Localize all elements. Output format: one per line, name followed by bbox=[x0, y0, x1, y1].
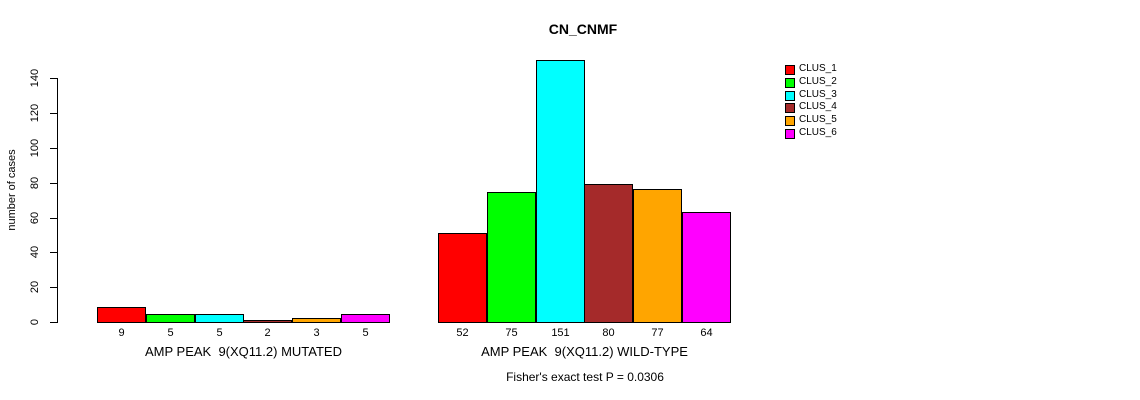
y-tick-label: 40 bbox=[29, 245, 41, 259]
bar-value-label: 64 bbox=[700, 327, 713, 339]
bar-value-label: 5 bbox=[167, 327, 174, 339]
y-tick bbox=[50, 78, 57, 79]
bar-clus_1 bbox=[97, 307, 146, 323]
y-tick bbox=[50, 183, 57, 184]
y-tick-label: 0 bbox=[29, 318, 41, 326]
bar-value-label: 5 bbox=[216, 327, 223, 339]
x-group-label-mutated: AMP PEAK 9(XQ11.2) MUTATED bbox=[145, 344, 342, 359]
bar-clus_3 bbox=[195, 314, 244, 323]
bar-value-label: 3 bbox=[313, 327, 320, 339]
bar-clus_1 bbox=[438, 233, 487, 323]
x-group-label-wildtype: AMP PEAK 9(XQ11.2) WILD-TYPE bbox=[481, 344, 688, 359]
pvalue-caption: Fisher's exact test P = 0.0306 bbox=[506, 370, 664, 384]
y-tick bbox=[50, 113, 57, 114]
y-axis-line bbox=[57, 78, 58, 323]
legend-label: CLUS_4 bbox=[799, 101, 837, 112]
bar-value-label: 77 bbox=[651, 327, 664, 339]
bar-clus_5 bbox=[633, 189, 682, 323]
bar-clus_3 bbox=[536, 60, 585, 323]
legend-swatch bbox=[785, 103, 795, 113]
bar-value-label: 151 bbox=[551, 327, 570, 339]
legend-swatch bbox=[785, 65, 795, 75]
legend-label: CLUS_3 bbox=[799, 89, 837, 100]
y-tick-label: 140 bbox=[29, 68, 41, 88]
bar-clus_6 bbox=[682, 212, 731, 323]
chart-title: CN_CNMF bbox=[548, 21, 618, 37]
bar-value-label: 9 bbox=[118, 327, 125, 339]
legend-label: CLUS_1 bbox=[799, 63, 837, 74]
bar-clus_4 bbox=[243, 320, 292, 323]
y-tick bbox=[50, 148, 57, 149]
legend-swatch bbox=[785, 91, 795, 101]
bar-value-label: 2 bbox=[264, 327, 271, 339]
bar-value-label: 52 bbox=[456, 327, 469, 339]
y-tick-label: 20 bbox=[29, 280, 41, 294]
legend-swatch bbox=[785, 78, 795, 88]
legend-label: CLUS_2 bbox=[799, 76, 837, 87]
legend-label: CLUS_6 bbox=[799, 127, 837, 138]
y-tick bbox=[50, 322, 57, 323]
bar-clus_5 bbox=[292, 318, 341, 323]
bar-clus_6 bbox=[341, 314, 390, 323]
y-tick bbox=[50, 252, 57, 253]
bar-value-label: 5 bbox=[362, 327, 369, 339]
y-tick-label: 60 bbox=[29, 211, 41, 225]
legend-swatch bbox=[785, 129, 795, 139]
bar-clus_4 bbox=[584, 184, 633, 323]
legend-label: CLUS_5 bbox=[799, 114, 837, 125]
legend-swatch bbox=[785, 116, 795, 126]
y-tick-label: 80 bbox=[29, 176, 41, 190]
y-tick-label: 120 bbox=[29, 103, 41, 123]
y-tick bbox=[50, 218, 57, 219]
y-tick bbox=[50, 287, 57, 288]
y-axis-title: number of cases bbox=[6, 149, 18, 231]
bar-value-label: 75 bbox=[505, 327, 518, 339]
bar-clus_2 bbox=[146, 314, 195, 323]
y-tick-label: 100 bbox=[29, 138, 41, 158]
bar-clus_2 bbox=[487, 192, 536, 323]
bar-value-label: 80 bbox=[602, 327, 615, 339]
